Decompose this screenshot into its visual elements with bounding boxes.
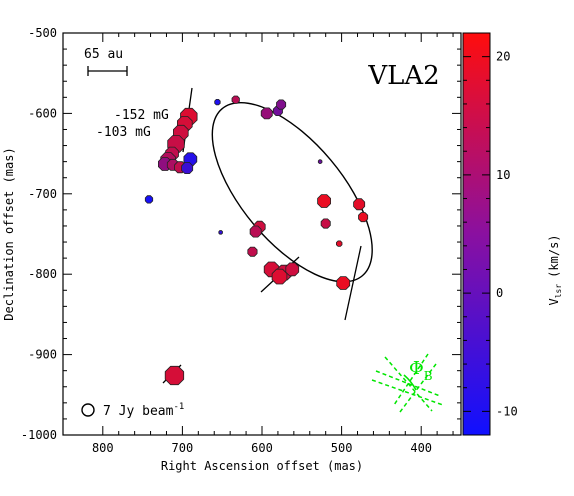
- x-tick-label: 500: [331, 441, 353, 455]
- y-tick-label: -700: [28, 187, 57, 201]
- y-tick-label: -800: [28, 267, 57, 281]
- colorbar-tick-label: 0: [496, 286, 503, 300]
- maser-spot: [285, 262, 300, 277]
- colorbar-tick-label: -10: [496, 404, 518, 418]
- field-angle-line: [375, 370, 441, 397]
- maser-spot: [276, 99, 287, 110]
- y-axis-label: Declination offset (mas): [2, 147, 16, 320]
- maser-spot: [214, 99, 221, 106]
- colorbar-tick-label: 10: [496, 168, 510, 182]
- beam-label-text: 7 Jy beam: [103, 404, 174, 419]
- y-tick-label: -500: [28, 26, 57, 40]
- chart-title: VLA2: [367, 61, 439, 91]
- maser-spot: [358, 212, 369, 223]
- scale-bar: [87, 66, 128, 76]
- maser-spot: [249, 225, 262, 238]
- field-label-1: -152 mG: [114, 108, 169, 123]
- plot-area: [144, 87, 444, 413]
- field-angle-label: ΦB: [409, 358, 433, 383]
- colorbar: [462, 32, 491, 436]
- maser-spot: [231, 95, 240, 104]
- maser-spot: [260, 107, 273, 120]
- maser-spot: [181, 162, 194, 175]
- field-angle-line: [399, 363, 437, 413]
- axis-ticks: 800 700 600 500 400 -500 -600 -700 -800 -900 -1000: [21, 26, 461, 455]
- pol-vector: [344, 245, 362, 321]
- maser-spots: [144, 95, 369, 386]
- beam-label-exponent: -1: [173, 402, 184, 412]
- x-tick-label: 800: [92, 441, 114, 455]
- colorbar-label-subscript: lsr: [554, 284, 563, 299]
- x-axis-label: Right Ascension offset (mas): [161, 459, 363, 473]
- maser-spot: [164, 365, 185, 386]
- scale-bar-label: 65 au: [84, 47, 123, 62]
- x-tick-label: 700: [172, 441, 194, 455]
- field-angle-line: [371, 379, 444, 406]
- field-label-2: -103 mG: [96, 125, 151, 140]
- maser-spot: [320, 218, 331, 229]
- colorbar-tick-label: 20: [496, 50, 510, 64]
- maser-spot: [317, 159, 323, 164]
- beam-circle: [81, 403, 95, 417]
- colorbar-label-main: V: [547, 298, 561, 305]
- y-tick-label: -600: [28, 106, 57, 120]
- field-angle-line: [393, 353, 429, 406]
- field-angle-marker: [371, 353, 444, 413]
- maser-spot: [336, 276, 351, 290]
- maser-spot: [271, 268, 288, 285]
- field-angle-arc: [403, 374, 417, 391]
- maser-spot: [144, 195, 154, 204]
- y-tick-label: -1000: [21, 428, 57, 442]
- maser-spot: [335, 240, 343, 247]
- maser-spot: [247, 246, 258, 257]
- maser-spot: [218, 230, 223, 235]
- colorbar-ticks: -10 0 10 20: [463, 50, 518, 418]
- beam-label: 7 Jy beam-1: [103, 402, 184, 419]
- maser-spot: [317, 194, 332, 208]
- field-angle-subscript: B: [424, 369, 433, 383]
- polarization-vectors: [162, 87, 362, 384]
- x-tick-label: 400: [410, 441, 432, 455]
- colorbar-label-unit: (km/s): [547, 234, 561, 277]
- colorbar-label: Vlsr (km/s): [547, 234, 563, 305]
- x-tick-label: 600: [251, 441, 273, 455]
- y-tick-label: -900: [28, 348, 57, 362]
- maser-spot: [353, 198, 366, 211]
- field-angle-symbol: Φ: [409, 358, 424, 379]
